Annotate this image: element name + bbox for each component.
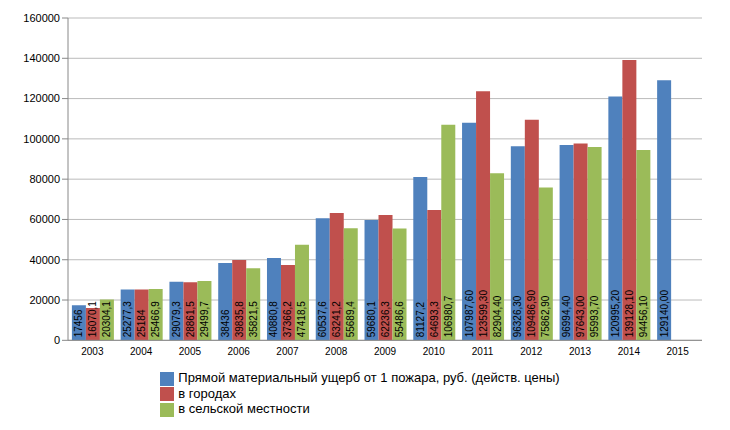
svg-text:29499,7: 29499,7	[199, 301, 210, 338]
svg-text:17456: 17456	[73, 309, 84, 337]
svg-text:96326,30: 96326,30	[512, 295, 523, 337]
svg-text:0: 0	[54, 334, 60, 346]
svg-text:2014: 2014	[618, 346, 641, 357]
svg-text:129140,00: 129140,00	[659, 290, 670, 338]
svg-text:120995,20: 120995,20	[610, 290, 621, 338]
svg-text:28861,5: 28861,5	[185, 301, 196, 338]
svg-text:59680,1: 59680,1	[366, 301, 377, 338]
svg-text:81127,2: 81127,2	[415, 301, 426, 337]
svg-text:97643,00: 97643,00	[575, 295, 586, 337]
svg-text:75862,90: 75862,90	[540, 295, 551, 337]
svg-text:2004: 2004	[130, 346, 153, 357]
svg-text:2010: 2010	[423, 346, 446, 357]
svg-text:109486,90: 109486,90	[526, 290, 537, 338]
svg-text:139128,10: 139128,10	[624, 290, 635, 338]
html-text:Прямой материальный ущерб от 1: Прямой материальный ущерб от 1 пожара, р…	[178, 370, 560, 386]
svg-text:2007: 2007	[276, 346, 299, 357]
svg-text:96994,40: 96994,40	[561, 295, 572, 337]
svg-text:2013: 2013	[569, 346, 592, 357]
svg-text:63241,2: 63241,2	[331, 301, 342, 338]
svg-text:2009: 2009	[374, 346, 397, 357]
svg-text:16070,1: 16070,1	[87, 301, 98, 338]
svg-text:62236,3: 62236,3	[380, 301, 391, 338]
svg-text:20304,1: 20304,1	[101, 301, 112, 338]
svg-text:47418,5: 47418,5	[296, 301, 307, 338]
svg-text:2012: 2012	[520, 346, 543, 357]
svg-text:106980,7: 106980,7	[443, 295, 454, 337]
svg-text:123599,30: 123599,30	[478, 290, 489, 338]
svg-text:38436: 38436	[220, 309, 231, 337]
html-text:в городах: в городах	[178, 385, 236, 401]
svg-text:60537,6: 60537,6	[317, 301, 328, 338]
svg-text:55689,4: 55689,4	[345, 301, 356, 338]
svg-text:25184: 25184	[136, 309, 147, 337]
svg-text:2005: 2005	[179, 346, 202, 357]
svg-text:80000: 80000	[29, 173, 60, 185]
svg-text:95993,70: 95993,70	[589, 295, 600, 337]
svg-text:29079,3: 29079,3	[171, 301, 182, 338]
svg-text:64693,3: 64693,3	[429, 301, 440, 338]
svg-text:140000: 140000	[23, 52, 60, 64]
svg-text:2003: 2003	[81, 346, 104, 357]
svg-text:82904,40: 82904,40	[492, 295, 503, 337]
html-text:в сельской местности: в сельской местности	[178, 401, 310, 417]
svg-text:60000: 60000	[29, 213, 60, 225]
svg-text:20000: 20000	[29, 294, 60, 306]
svg-text:120000: 120000	[23, 92, 60, 104]
svg-text:40880,8: 40880,8	[268, 301, 279, 338]
svg-text:37366,2: 37366,2	[282, 301, 293, 338]
svg-text:2008: 2008	[325, 346, 348, 357]
svg-text:100000: 100000	[23, 133, 60, 145]
svg-text:25466,9: 25466,9	[150, 301, 161, 338]
svg-text:25277,3: 25277,3	[122, 301, 133, 338]
svg-text:40000: 40000	[29, 254, 60, 266]
svg-text:2006: 2006	[228, 346, 251, 357]
svg-text:107987,60: 107987,60	[464, 290, 475, 338]
svg-text:2015: 2015	[666, 346, 689, 357]
svg-text:160000: 160000	[23, 12, 60, 24]
svg-text:55486,6: 55486,6	[394, 301, 405, 338]
svg-text:2011: 2011	[472, 346, 494, 357]
svg-text:39835,8: 39835,8	[234, 301, 245, 338]
svg-text:35821,5: 35821,5	[248, 301, 259, 338]
svg-text:94456,10: 94456,10	[638, 295, 649, 337]
